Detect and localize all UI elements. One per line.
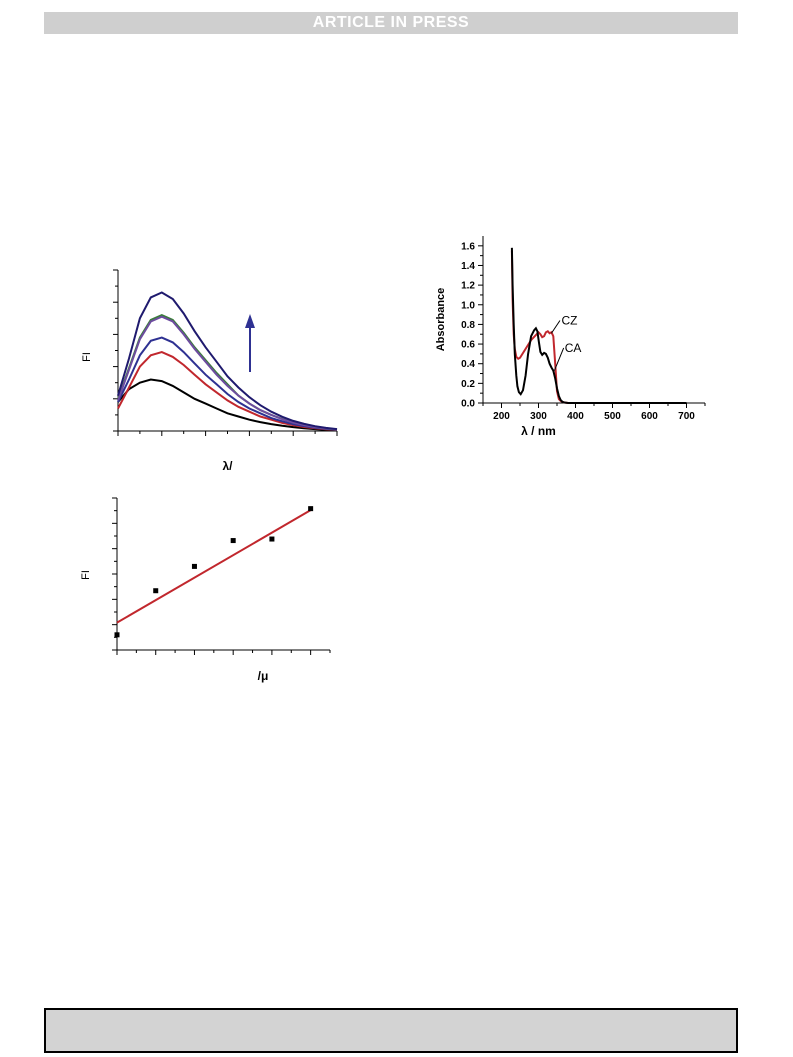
y-tick-label: 0.4	[461, 359, 475, 370]
y-tick-label: 1.6	[461, 241, 475, 252]
y-tick-label: 1.2	[461, 281, 475, 292]
spectrum-line-3	[117, 336, 338, 431]
y-tick-label: 0.6	[461, 340, 475, 351]
data-point	[230, 538, 236, 544]
spectrum-line-6	[117, 291, 338, 431]
fluorescence-linear-fit-chart: FI/μ	[80, 497, 331, 683]
y-axis-label: Absorbance	[435, 288, 447, 352]
ca-leader-line	[553, 347, 565, 371]
footer-box	[44, 1008, 738, 1053]
data-point	[191, 563, 197, 569]
cz-leader-line	[551, 320, 561, 334]
x-tick-label: 500	[604, 411, 621, 422]
spectrum-line-5	[117, 315, 338, 431]
data-point	[114, 632, 120, 638]
emission-spectra-chart: FI λ/	[81, 269, 338, 473]
cz-annotation: CZ	[561, 313, 577, 327]
x-tick-label: 200	[493, 411, 510, 422]
y-axis-label: FI	[81, 352, 93, 362]
x-axis-label: λ/	[222, 459, 233, 473]
fit-line	[116, 509, 312, 624]
y-axis-label: FI	[80, 570, 92, 580]
x-tick-label: 300	[530, 411, 547, 422]
increase-arrow-head	[245, 314, 255, 328]
y-tick-label: 0.2	[461, 379, 475, 390]
spectrum-line-2	[117, 351, 338, 431]
spectrum-line-1	[117, 378, 338, 432]
data-point	[153, 588, 159, 594]
ca-annotation: CA	[565, 341, 582, 355]
y-tick-label: 1.0	[461, 300, 475, 311]
x-tick-label: 400	[567, 411, 584, 422]
y-tick-label: 0.0	[461, 399, 475, 410]
x-tick-label: 700	[678, 411, 695, 422]
y-tick-label: 0.8	[461, 320, 475, 331]
y-tick-label: 1.4	[461, 261, 475, 272]
data-point	[308, 506, 314, 512]
series-line-cz	[510, 250, 687, 404]
series-line-ca	[510, 247, 687, 404]
x-axis-label: /μ	[258, 669, 269, 683]
absorbance-spectra-chart: 0.0 0.2 0.4 0.6 0.8 1.0 1.2 1.4 1.6 200 300 400 500 6…	[435, 236, 706, 438]
article-banner: ARTICLE IN PRESS	[44, 12, 738, 34]
data-point	[269, 536, 275, 542]
x-tick-label: 600	[641, 411, 658, 422]
x-axis-label: λ / nm	[521, 424, 556, 438]
